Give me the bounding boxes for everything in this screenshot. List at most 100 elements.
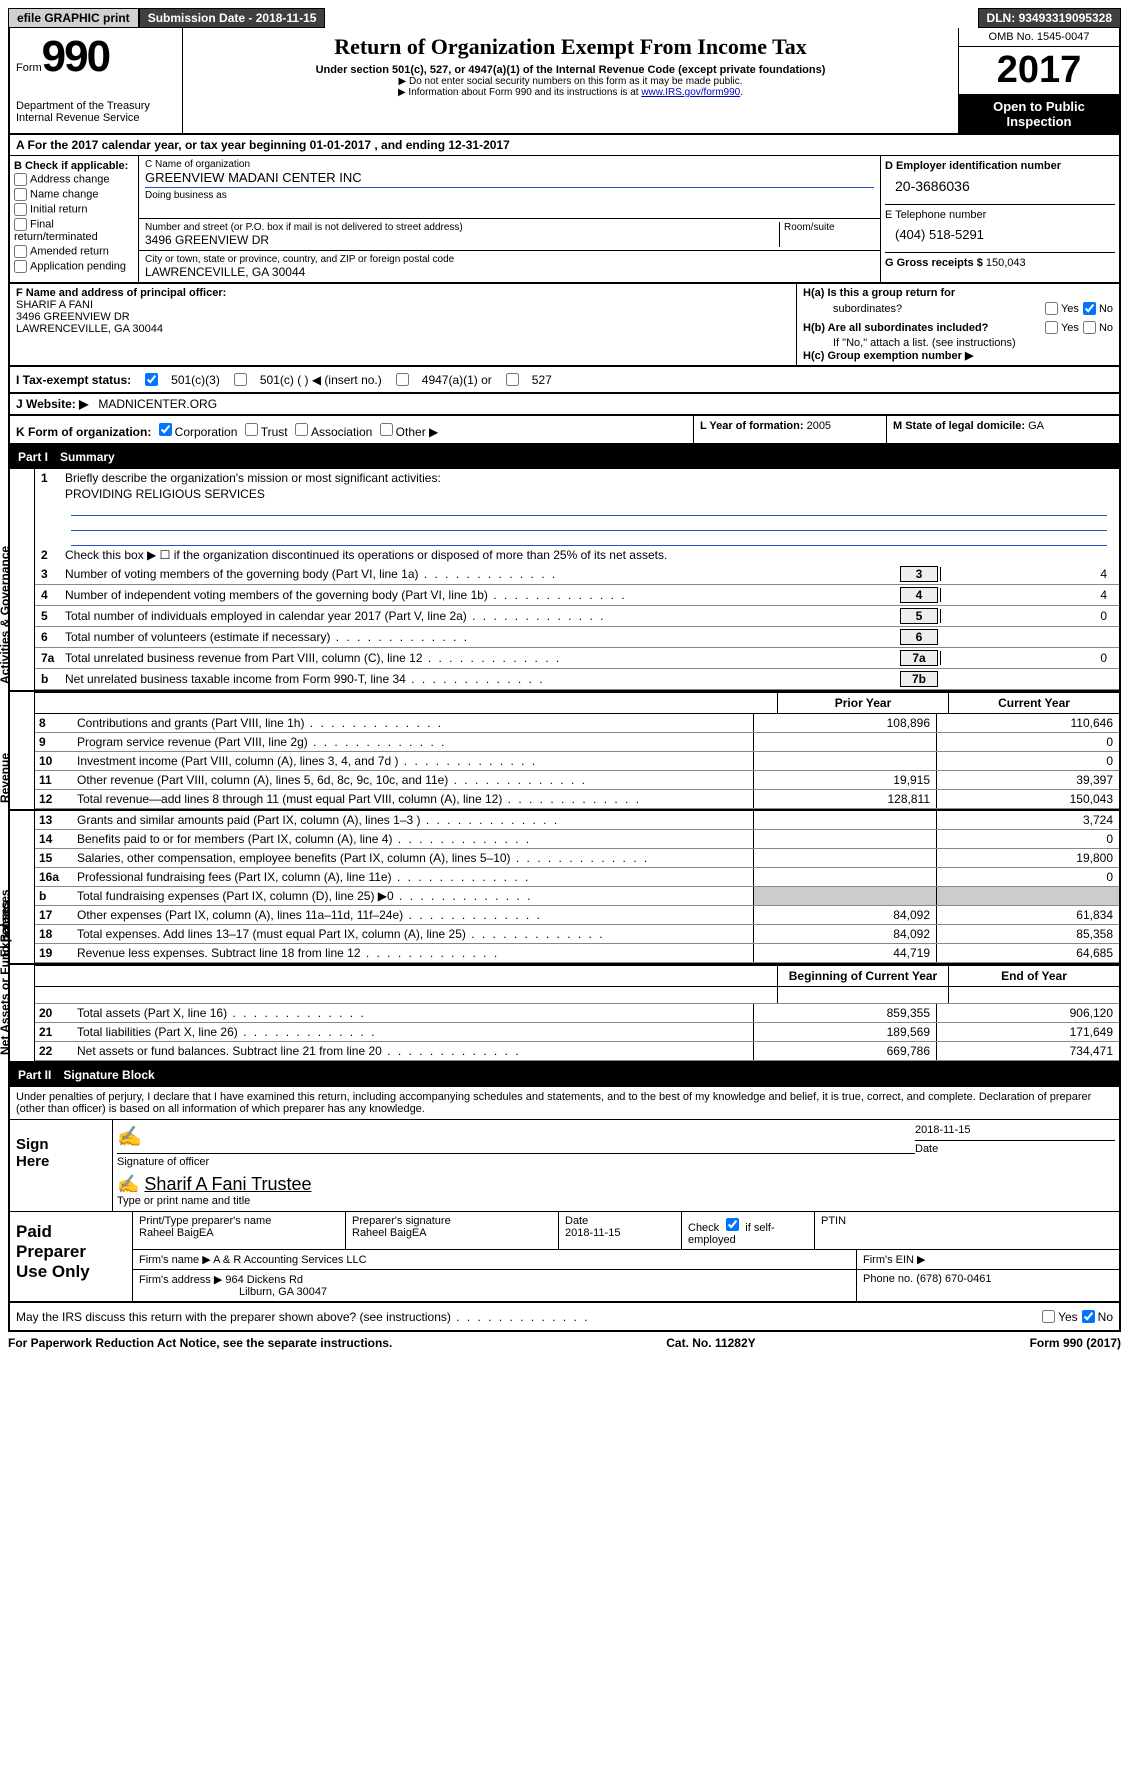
k-label: K Form of organization: (16, 425, 151, 439)
l-label: L Year of formation: (700, 420, 804, 432)
ha-label2: subordinates? (803, 303, 1041, 315)
perjury-text: Under penalties of perjury, I declare th… (10, 1087, 1119, 1120)
prep-sig: Raheel BaigEA (352, 1227, 552, 1239)
sign-here-label: SignHere (10, 1120, 113, 1211)
chk-corp[interactable] (159, 423, 172, 436)
chk-self-emp[interactable] (726, 1218, 739, 1231)
officer-sig-line[interactable] (117, 1149, 915, 1154)
officer-addr2: LAWRENCEVILLE, GA 30044 (16, 323, 163, 335)
ha-no[interactable] (1083, 302, 1096, 315)
discuss-yes[interactable] (1042, 1310, 1055, 1323)
submission-date: Submission Date - 2018-11-15 (139, 8, 326, 28)
chk-other[interactable] (380, 423, 393, 436)
h-note: If "No," attach a list. (see instruction… (803, 337, 1113, 349)
col-b: B Check if applicable: Address change Na… (10, 156, 139, 282)
chk-assoc[interactable] (295, 423, 308, 436)
rev-line: 12 Total revenue—add lines 8 through 11 … (35, 790, 1119, 809)
prep-date: 2018-11-15 (565, 1227, 675, 1239)
cat-no: Cat. No. 11282Y (392, 1336, 1029, 1350)
org-name-block: C Name of organization GREENVIEW MADANI … (139, 156, 880, 219)
q1-text: Briefly describe the organization's miss… (65, 471, 1113, 485)
chk-501c[interactable] (234, 373, 247, 386)
form-ref: Form 990 (2017) (1030, 1336, 1121, 1350)
gov-line: 6 Total number of volunteers (estimate i… (35, 627, 1119, 648)
j-label: J Website: ▶ (16, 397, 88, 411)
note-info-text: ▶ Information about Form 990 and its ins… (398, 87, 641, 98)
gross-line: G Gross receipts $ 150,043 (885, 252, 1115, 269)
rev-line: 8 Contributions and grants (Part VIII, l… (35, 714, 1119, 733)
paid-label: PaidPreparerUse Only (10, 1212, 133, 1301)
discuss-no[interactable] (1082, 1310, 1095, 1323)
rev-line: 10 Investment income (Part VIII, column … (35, 752, 1119, 771)
dept-treasury: Department of the Treasury (16, 100, 176, 112)
website-value: MADNICENTER.ORG (98, 397, 217, 411)
gov-line: 4 Number of independent voting members o… (35, 585, 1119, 606)
irs-link[interactable]: www.IRS.gov/form990 (641, 87, 740, 98)
tel-label: E Telephone number (885, 204, 1115, 221)
form-header: Form990 Department of the Treasury Inter… (8, 28, 1121, 135)
sig-officer-label: Signature of officer (117, 1156, 915, 1168)
chk-amended[interactable]: Amended return (14, 244, 134, 259)
hc-label: H(c) Group exemption number ▶ (803, 350, 973, 362)
gov-line: 3 Number of voting members of the govern… (35, 564, 1119, 585)
opt-other: Other ▶ (396, 425, 439, 439)
chk-label: Amended return (30, 245, 109, 257)
paid-row1: Print/Type preparer's name Raheel BaigEA… (133, 1212, 1119, 1250)
sign-here-row: SignHere ✍ Signature of officer 2018-11-… (10, 1120, 1119, 1212)
ha-yes[interactable] (1045, 302, 1058, 315)
addr-label: Number and street (or P.O. box if mail i… (145, 222, 779, 233)
officer-addr1: 3496 GREENVIEW DR (16, 311, 130, 323)
chk-final-return[interactable]: Final return/terminated (14, 217, 134, 244)
net-line: 22 Net assets or fund balances. Subtract… (35, 1042, 1119, 1061)
exp-line: 16a Professional fundraising fees (Part … (35, 868, 1119, 887)
ein-value: 20-3686036 (885, 172, 1115, 204)
chk-address-change[interactable]: Address change (14, 172, 134, 187)
efile-btn[interactable]: efile GRAPHIC print (8, 8, 139, 28)
l-block: L Year of formation: 2005 (694, 416, 887, 443)
prep-name-label: Print/Type preparer's name (139, 1215, 339, 1227)
city-label: City or town, state or province, country… (145, 254, 874, 265)
part2-title: Signature Block (63, 1068, 154, 1082)
ptin-label: PTIN (815, 1212, 1119, 1249)
city-block: City or town, state or province, country… (139, 251, 880, 282)
paid-preparer: PaidPreparerUse Only Print/Type preparer… (10, 1212, 1119, 1301)
exp-body: 13 Grants and similar amounts paid (Part… (35, 811, 1119, 963)
col-d: D Employer identification number 20-3686… (881, 156, 1119, 282)
vtab-rev: Revenue (10, 692, 35, 809)
chk-527[interactable] (506, 373, 519, 386)
ha-label: H(a) Is this a group return for (803, 287, 955, 299)
vtab-gov-label: Activities & Governance (0, 546, 12, 684)
net-header: Beginning of Current Year End of Year (35, 965, 1119, 987)
chk-initial-return[interactable]: Initial return (14, 202, 134, 217)
open-public: Open to Public Inspection (959, 95, 1119, 133)
col-b-title: B Check if applicable: (14, 160, 134, 172)
chk-name-change[interactable]: Name change (14, 187, 134, 202)
chk-501c3[interactable] (145, 373, 158, 386)
opt-501c: 501(c) ( ) ◀ (insert no.) (260, 373, 382, 387)
chk-trust[interactable] (245, 423, 258, 436)
street-addr: 3496 GREENVIEW DR (145, 233, 779, 247)
gov-line: 7a Total unrelated business revenue from… (35, 648, 1119, 669)
header-left: Form990 Department of the Treasury Inter… (10, 28, 183, 133)
ein-label: D Employer identification number (885, 160, 1115, 172)
chk-app-pending[interactable]: Application pending (14, 259, 134, 274)
col-begin-year: Beginning of Current Year (777, 966, 948, 986)
f-label: F Name and address of principal officer: (16, 287, 226, 299)
rev-header: Prior Year Current Year (35, 692, 1119, 714)
yes-label: Yes (1058, 1310, 1078, 1324)
dln-label: DLN: (987, 11, 1016, 25)
firm-addr1: 964 Dickens Rd (225, 1274, 303, 1286)
exp-line: 17 Other expenses (Part IX, column (A), … (35, 906, 1119, 925)
note-ssn: ▶ Do not enter social security numbers o… (193, 76, 948, 87)
firm-addr2: Lilburn, GA 30047 (139, 1286, 327, 1298)
sig-date-label: Date (915, 1143, 1115, 1155)
chk-label: Name change (30, 188, 99, 200)
chk-4947[interactable] (396, 373, 409, 386)
hb-no[interactable] (1083, 321, 1096, 334)
hb-yes[interactable] (1045, 321, 1058, 334)
chk-label: Address change (30, 173, 110, 185)
prep-sig-label: Preparer's signature (352, 1215, 552, 1227)
k-block: K Form of organization: Corporation Trus… (10, 416, 694, 443)
i-label: I Tax-exempt status: (16, 373, 131, 387)
yes-label: Yes (1061, 303, 1079, 315)
